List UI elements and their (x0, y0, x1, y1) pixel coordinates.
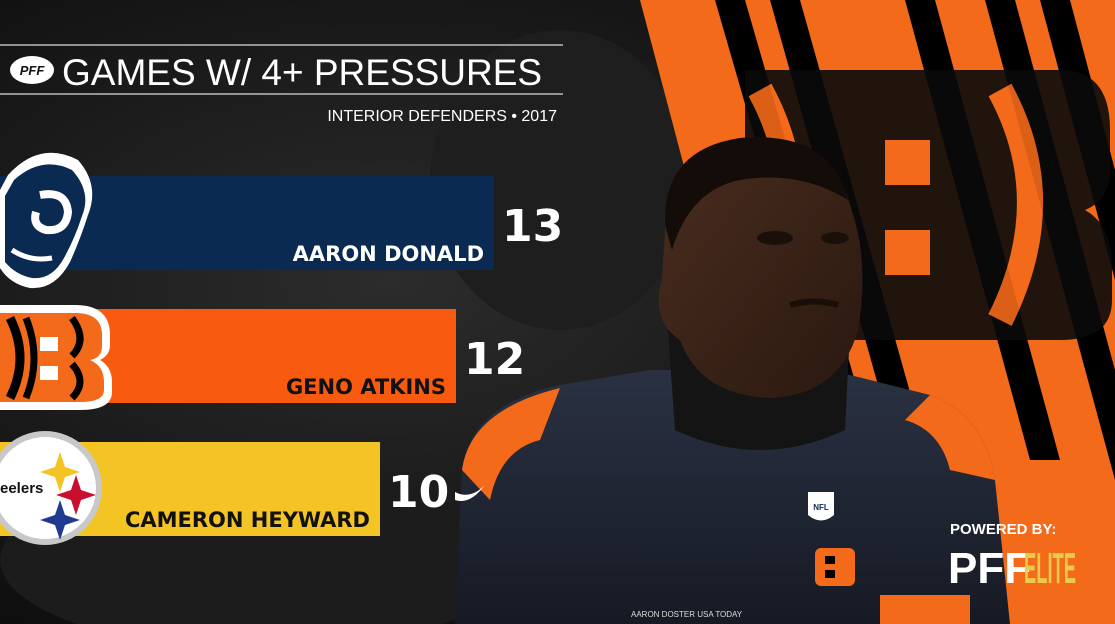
steelers-logo-text: eelers (0, 480, 43, 497)
pff-logo-text: PFF (20, 63, 46, 78)
pff-watermark-brand: PFF (948, 544, 1031, 593)
chart-subtitle: INTERIOR DEFENDERS • 2017 (327, 108, 557, 125)
bar-value-label: 10 (388, 467, 449, 518)
bengals-logo (0, 305, 112, 410)
chart-title: GAMES W/ 4+ PRESSURES (62, 52, 542, 93)
pff-watermark-tier: ELITE (1024, 544, 1076, 593)
bar-category-label: GENO ATKINS (286, 375, 446, 399)
player-head (658, 137, 863, 398)
nfl-shield-icon: NFL (808, 492, 834, 521)
nike-swoosh-icon (455, 485, 485, 501)
bar-category-label: AARON DONALD (293, 242, 484, 266)
jersey-sleeve-stripes (462, 388, 560, 500)
powered-by-label: POWERED BY: (950, 521, 1056, 538)
pff-logo: PFF (10, 56, 54, 84)
player-photo: NFL (455, 137, 1010, 624)
photo-credit: AARON DOSTER USA TODAY (631, 610, 743, 619)
player-eye (757, 231, 793, 245)
bar-value-label: 12 (464, 334, 525, 385)
player-jersey (455, 370, 1010, 624)
player-hair (664, 137, 848, 250)
jersey-b-icon (815, 548, 855, 586)
bar-value-label: 13 (502, 201, 563, 252)
jersey-number-patch (880, 595, 970, 624)
player-eye (821, 232, 849, 244)
rams-logo (0, 152, 93, 289)
background-football-shape (430, 30, 690, 330)
jersey-sleeve-stripes (905, 395, 995, 480)
player-mouth (789, 298, 839, 308)
bar-category-label: CAMERON HEYWARD (125, 508, 370, 532)
steelers-logo: eelers (0, 431, 102, 545)
nfl-shield-label: NFL (813, 503, 829, 512)
